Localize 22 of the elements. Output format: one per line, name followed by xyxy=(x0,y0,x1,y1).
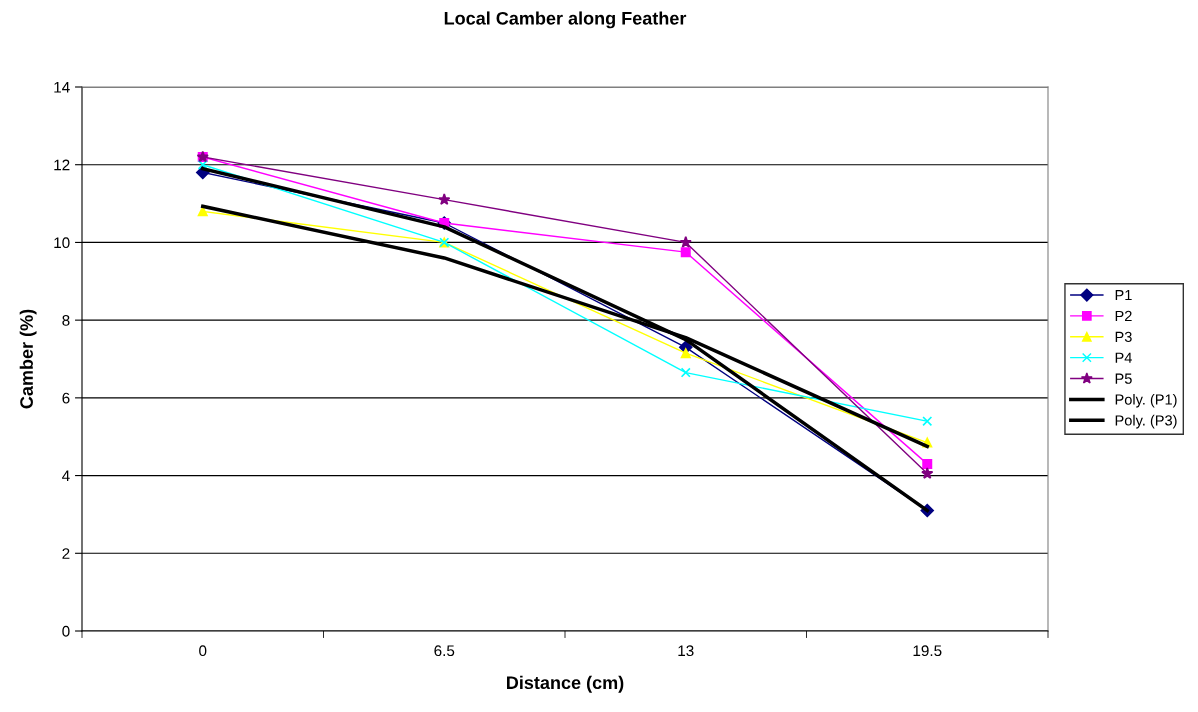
y-tick-label: 2 xyxy=(62,548,70,559)
y-tick-label: 10 xyxy=(54,237,70,249)
x-tick-label: 0 xyxy=(199,645,207,657)
chart-title: Local Camber along Feather xyxy=(444,11,687,29)
x-tick-label: 13 xyxy=(678,645,694,657)
y-tick-label: 0 xyxy=(62,625,70,637)
x-tick-label: 19.5 xyxy=(913,645,942,657)
y-tick-label: 6 xyxy=(62,392,70,404)
y-tick-label: 4 xyxy=(62,470,70,482)
y-axis-title: Camber (%) xyxy=(19,309,37,409)
x-axis-title: Distance (cm) xyxy=(507,675,624,693)
legend-label: Poly. (P1) xyxy=(1115,393,1177,408)
y-tick-label: 12 xyxy=(54,159,70,171)
legend-label: P4 xyxy=(1115,352,1132,363)
x-tick-label: 6.5 xyxy=(434,645,455,657)
y-tick-label: 8 xyxy=(62,315,70,326)
legend-label: P3 xyxy=(1115,331,1132,343)
legend-label: P2 xyxy=(1115,310,1132,321)
legend-label: P1 xyxy=(1115,290,1132,301)
legend-label: Poly. (P3) xyxy=(1115,414,1177,429)
legend-label: P5 xyxy=(1115,373,1132,384)
y-tick-label: 14 xyxy=(54,82,70,93)
